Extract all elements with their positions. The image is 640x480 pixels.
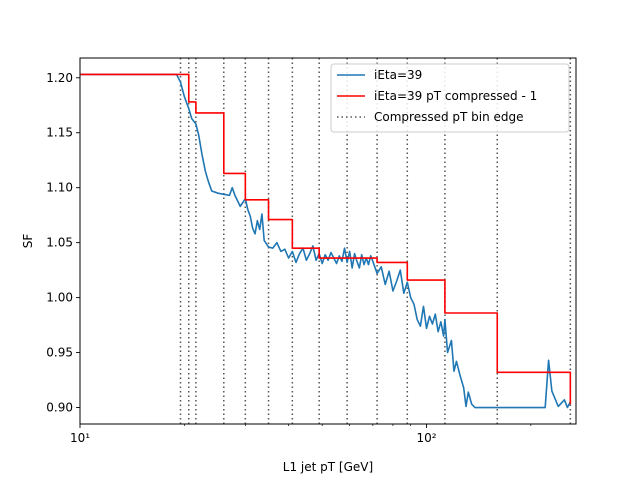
series-layer [80, 73, 572, 409]
legend-label-1: iEta=39 pT compressed - 1 [374, 89, 537, 103]
y-tick-label: 1.05 [46, 236, 73, 250]
x-axis: 10¹ 10² [70, 424, 532, 445]
legend-label-2: Compressed pT bin edge [374, 110, 524, 124]
legend-label-0: iEta=39 [374, 68, 422, 82]
legend: iEta=39 iEta=39 pT compressed - 1 Compress… [330, 63, 570, 133]
y-tick-label: 0.95 [46, 346, 73, 360]
y-tick-label: 1.20 [46, 71, 73, 85]
series-line-1 [80, 73, 572, 405]
y-tick-label: 0.90 [46, 401, 73, 415]
x-tick-label: 10¹ [70, 431, 90, 445]
series-line-0 [80, 73, 572, 409]
x-tick-label: 10² [416, 431, 436, 445]
y-tick-label: 1.10 [46, 181, 73, 195]
x-axis-label: L1 jet pT [GeV] [283, 460, 373, 474]
axes-frame [79, 57, 577, 425]
y-axis: 0.90 0.95 1.00 1.05 1.10 1.15 1.20 [46, 71, 80, 415]
y-tick-label: 1.15 [46, 126, 73, 140]
legend-box [330, 63, 570, 133]
y-tick-label: 1.00 [46, 291, 73, 305]
y-axis-label: SF [21, 234, 35, 249]
